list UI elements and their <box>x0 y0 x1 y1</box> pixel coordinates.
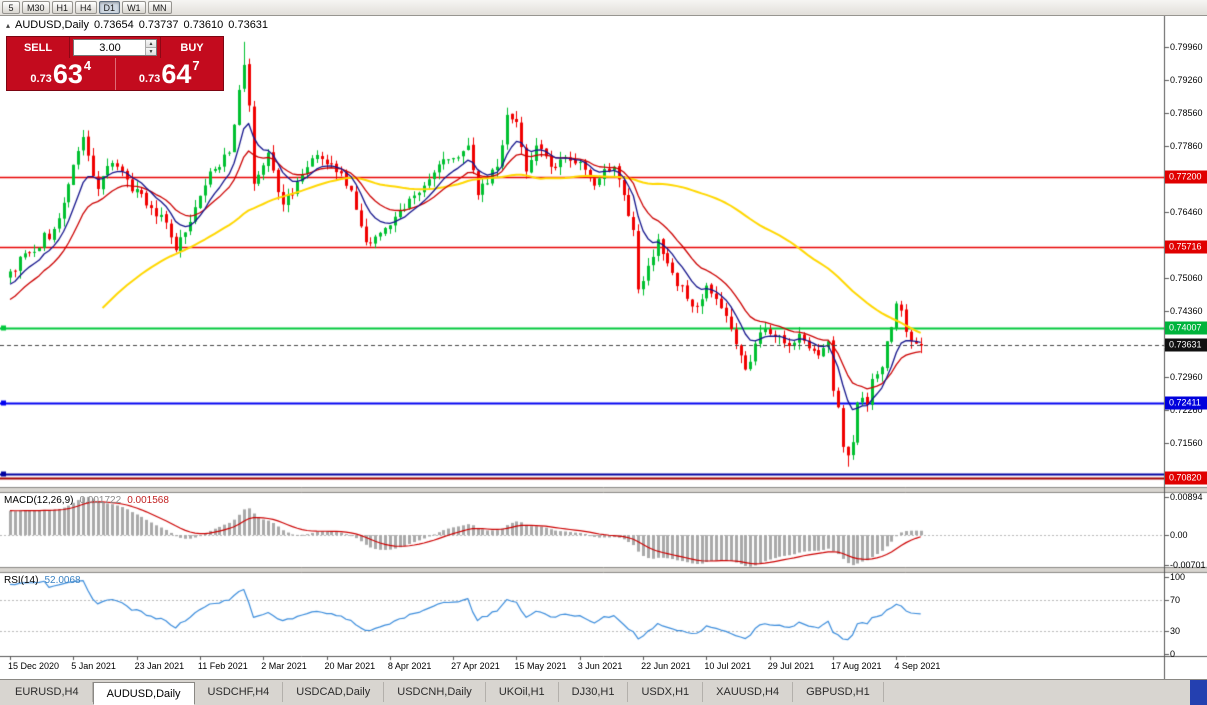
timeframe-button-D1[interactable]: D1 <box>98 1 121 14</box>
timeframe-button-M30[interactable]: M30 <box>22 1 50 14</box>
volume-spin-up-icon[interactable]: ▲ <box>146 40 156 47</box>
macd-axis-label: -0.00701 <box>1170 560 1206 570</box>
chart-area: ▴ AUDUSD,Daily 0.73654 0.73737 0.73610 0… <box>0 16 1207 679</box>
price-axis-label: 0.74360 <box>1170 306 1203 317</box>
price-level-badge-0-72411: 0.72411 <box>1165 396 1207 410</box>
price-level-badge-0-70820: 0.70820 <box>1165 471 1207 485</box>
date-axis-label: 22 Jun 2021 <box>641 661 691 671</box>
rsi-axis-label: 0 <box>1170 649 1176 659</box>
rsi-name: RSI(14) <box>4 575 39 586</box>
one-click-trading-panel: SELL ▲ ▼ BUY 0.73 63 4 <box>6 36 224 91</box>
date-axis-label: 20 Mar 2021 <box>324 661 376 671</box>
price-axis-label: 0.72260 <box>1170 405 1203 416</box>
macd-axis-label: 0.00894 <box>1170 492 1203 502</box>
timeframe-button-MN[interactable]: MN <box>147 1 172 14</box>
macd-signal-value: 0.001568 <box>127 495 169 506</box>
one-click-collapse-icon[interactable]: ▴ <box>6 20 11 30</box>
date-axis-label: 10 Jul 2021 <box>704 661 751 671</box>
rsi-label: RSI(14) 52.0068 <box>4 575 81 586</box>
rsi-axis-label: 30 <box>1170 625 1181 636</box>
date-axis-label: 23 Jan 2021 <box>134 661 185 671</box>
chart-tabbar: EURUSD,H4 AUDUSD,Daily USDCHF,H4 USDCAD,Dai… <box>0 679 1207 705</box>
timeframe-button-5[interactable]: 5 <box>2 1 20 14</box>
low-value: 0.73610 <box>183 19 224 31</box>
buy-price-prefix: 0.73 <box>138 73 161 85</box>
chart-tab-GBPUSD-H1[interactable]: GBPUSD,H1 <box>793 682 884 702</box>
chart-tab-XAUUSD-H4[interactable]: XAUUSD,H4 <box>703 682 794 702</box>
chart-tab-AUDUSD-Daily[interactable]: AUDUSD,Daily <box>92 682 195 705</box>
buy-price-pips: 64 <box>161 59 192 89</box>
date-axis-label: 2 Mar 2021 <box>261 661 307 671</box>
high-value: 0.73737 <box>138 19 179 31</box>
window-resize-corner <box>1190 680 1207 705</box>
close-value: 0.73631 <box>228 19 269 31</box>
price-axis-label: 0.77860 <box>1170 141 1203 152</box>
macd-label: MACD(12,26,9) 0.001722 0.001568 <box>4 495 169 506</box>
date-axis-label: 27 Apr 2021 <box>451 661 500 671</box>
rsi-axis-label: 70 <box>1170 595 1181 606</box>
timeframe-toolbar: 5 M30 H1 H4 D1 W1 MN <box>0 0 1207 16</box>
sell-button[interactable]: SELL <box>7 37 70 58</box>
date-axis-label: 15 Dec 2020 <box>8 661 60 671</box>
date-axis-label: 5 Jan 2021 <box>71 661 116 671</box>
buy-price-point: 7 <box>192 58 200 73</box>
volume-input[interactable] <box>74 40 156 55</box>
date-axis-label: 8 Apr 2021 <box>387 661 432 671</box>
chart-tab-USDCNH-Daily[interactable]: USDCNH,Daily <box>384 682 486 702</box>
date-axis-label: 4 Sep 2021 <box>894 661 941 671</box>
current-price-badge: 0.73631 <box>1165 338 1207 352</box>
date-axis-label: 11 Feb 2021 <box>197 661 248 671</box>
chart-tab-DJ30-H1[interactable]: DJ30,H1 <box>559 682 629 702</box>
volume-spin-down-icon[interactable]: ▼ <box>146 47 156 55</box>
date-axis-label: 3 Jun 2021 <box>577 661 623 671</box>
rsi-axis-label: 100 <box>1170 572 1186 582</box>
chart-canvas[interactable] <box>0 16 1207 679</box>
price-axis-label: 0.76460 <box>1170 207 1203 218</box>
chart-tab-EURUSD-H4[interactable]: EURUSD,H4 <box>2 682 93 702</box>
price-axis-label: 0.79260 <box>1170 75 1203 85</box>
buy-button[interactable]: BUY <box>160 37 223 58</box>
sell-price-prefix: 0.73 <box>30 73 52 85</box>
rsi-value: 52.0068 <box>44 575 81 586</box>
chart-tab-USDCHF-H4[interactable]: USDCHF,H4 <box>195 682 284 702</box>
sell-price-pips: 63 <box>52 59 83 89</box>
price-axis-label: 0.72960 <box>1170 372 1203 383</box>
chart-tab-USDX-H1[interactable]: USDX,H1 <box>628 682 704 702</box>
chart-tab-USDCAD-Daily[interactable]: USDCAD,Daily <box>283 682 385 702</box>
sell-price-display[interactable]: 0.73 63 4 <box>7 58 115 90</box>
macd-axis-label: 0.00 <box>1170 530 1188 541</box>
price-level-badge-0-77200: 0.77200 <box>1165 170 1207 184</box>
chart-tab-UKOil-H1[interactable]: UKOil,H1 <box>486 682 559 702</box>
open-value: 0.73654 <box>93 19 134 31</box>
timeframe-button-H4[interactable]: H4 <box>75 1 97 14</box>
date-axis-label: 17 Aug 2021 <box>831 661 882 671</box>
price-axis-label: 0.78560 <box>1170 108 1203 119</box>
date-axis-label: 15 May 2021 <box>514 661 567 671</box>
price-level-badge-0-74007: 0.74007 <box>1165 321 1207 335</box>
date-axis[interactable]: 15 Dec 2020 5 Jan 2021 23 Jan 2021 11 Feb 2… <box>0 660 1164 676</box>
buy-price-display[interactable]: 0.73 64 7 <box>114 58 224 90</box>
timeframe-button-H1[interactable]: H1 <box>51 1 74 14</box>
symbol-period-label: AUDUSD,Daily <box>15 19 89 31</box>
price-axis[interactable]: 0.79960 0.79260 0.78560 0.77860 0.76460 0.750… <box>1165 16 1207 679</box>
macd-main-value: 0.001722 <box>79 495 122 506</box>
price-axis-label: 0.71560 <box>1170 438 1203 449</box>
price-axis-label: 0.75060 <box>1170 273 1203 284</box>
date-axis-label: 29 Jul 2021 <box>767 661 815 671</box>
timeframe-button-W1[interactable]: W1 <box>122 1 146 14</box>
macd-name: MACD(12,26,9) <box>4 495 74 506</box>
price-level-badge-0-75716: 0.75716 <box>1165 240 1207 254</box>
chart-symbol-header: ▴ AUDUSD,Daily 0.73654 0.73737 0.73610 0… <box>6 18 268 32</box>
price-axis-label: 0.79960 <box>1170 42 1203 52</box>
sell-price-point: 4 <box>83 58 92 73</box>
